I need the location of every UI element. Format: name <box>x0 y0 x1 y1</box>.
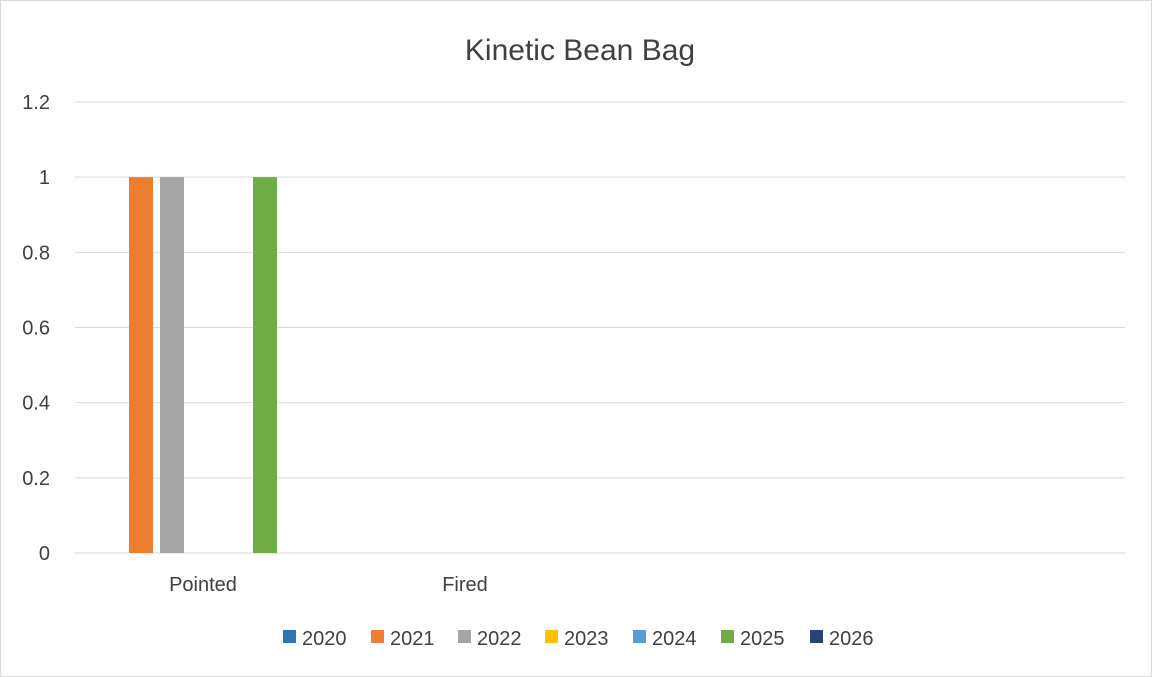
y-tick-label: 0 <box>39 543 50 565</box>
legend-label: 2022 <box>477 628 522 650</box>
bar-2022-pointed <box>160 177 184 553</box>
legend-label: 2024 <box>652 628 697 650</box>
x-axis: Pointed Fired <box>169 574 488 596</box>
x-category-label: Pointed <box>169 574 237 596</box>
y-tick-label: 1 <box>39 167 50 189</box>
legend-label: 2023 <box>564 628 609 650</box>
legend-label: 2021 <box>390 628 435 650</box>
legend-swatch <box>371 630 384 643</box>
y-tick-label: 0.2 <box>22 468 50 490</box>
legend-label: 2020 <box>302 628 347 650</box>
legend-swatch <box>545 630 558 643</box>
chart-title: Kinetic Bean Bag <box>465 34 695 67</box>
legend-label: 2025 <box>740 628 785 650</box>
gridlines <box>75 101 1125 554</box>
legend-swatch <box>283 630 296 643</box>
legend-label: 2026 <box>829 628 874 650</box>
x-category-label: Fired <box>442 574 488 596</box>
bar-2025-pointed <box>253 177 277 553</box>
legend-swatch <box>721 630 734 643</box>
legend-swatch <box>810 630 823 643</box>
legend-swatch <box>633 630 646 643</box>
bars <box>129 177 277 553</box>
bar-2021-pointed <box>129 177 153 553</box>
y-tick-label: 1.2 <box>22 92 50 114</box>
legend: 2020 2021 2022 2023 2024 2025 2026 <box>283 628 874 650</box>
y-tick-label: 0.4 <box>22 393 50 415</box>
y-tick-label: 0.6 <box>22 318 50 340</box>
y-axis: 0 0.2 0.4 0.6 0.8 1 1.2 <box>22 92 50 565</box>
y-tick-label: 0.8 <box>22 242 50 264</box>
legend-swatch <box>458 630 471 643</box>
